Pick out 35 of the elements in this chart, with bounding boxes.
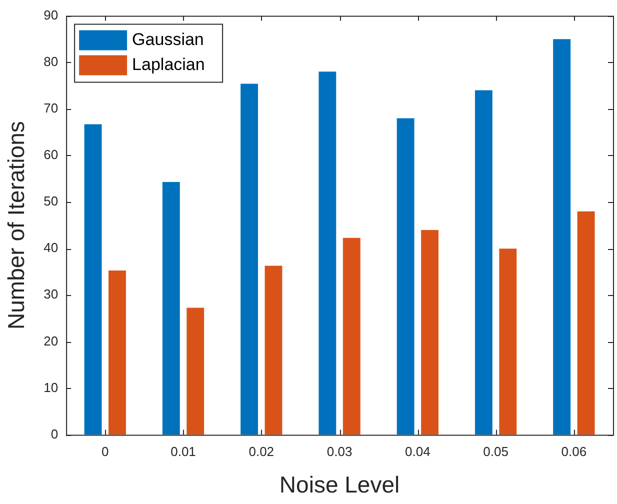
y-tick-label: 0 xyxy=(50,426,58,442)
legend-label: Gaussian xyxy=(132,30,204,49)
y-tick-label: 40 xyxy=(44,240,58,256)
bar xyxy=(421,230,438,435)
bar xyxy=(162,182,180,435)
x-axis-title: Noise Level xyxy=(279,472,400,498)
bar xyxy=(553,39,571,435)
y-tick-label: 10 xyxy=(44,380,58,395)
y-tick-label: 50 xyxy=(44,194,58,209)
y-tick-label: 30 xyxy=(44,286,58,302)
legend-label: Laplacian xyxy=(132,54,205,74)
bar xyxy=(577,211,595,435)
bar xyxy=(264,266,282,435)
bar xyxy=(240,84,258,435)
x-tick-label: 0.06 xyxy=(561,444,587,460)
bar xyxy=(186,308,204,435)
x-tick-label: 0 xyxy=(102,444,109,460)
x-tick-label: 0.02 xyxy=(248,444,274,460)
y-tick-label: 80 xyxy=(44,54,58,69)
bar xyxy=(108,270,126,435)
x-tick-label: 0.04 xyxy=(405,444,430,460)
bar xyxy=(499,248,517,435)
bar xyxy=(396,118,414,435)
y-tick-label: 20 xyxy=(44,333,58,348)
x-tick-label: 0.05 xyxy=(483,444,508,460)
bar xyxy=(342,238,360,435)
bar xyxy=(474,90,492,435)
y-tick-label: 60 xyxy=(44,147,58,162)
y-axis-title: Number of Iterations xyxy=(3,121,30,330)
bar xyxy=(84,124,102,435)
y-tick-label: 90 xyxy=(44,7,58,22)
x-tick-label: 0.01 xyxy=(170,444,196,460)
x-tick-label: 0.03 xyxy=(326,444,352,460)
bar xyxy=(318,72,336,435)
y-tick-label: 70 xyxy=(44,100,58,116)
